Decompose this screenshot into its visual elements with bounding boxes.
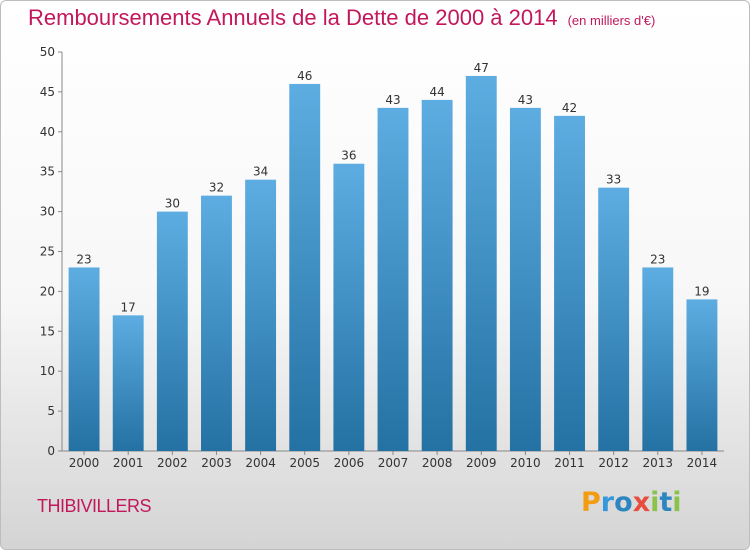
x-tick-label: 2014 (687, 456, 718, 470)
chart-unit: (en milliers d'€) (567, 13, 656, 28)
proxiti-logo[interactable]: Proxiti (581, 487, 682, 518)
y-tick-label: 40 (40, 125, 55, 139)
bar-2004 (245, 179, 277, 451)
y-tick-label: 5 (47, 404, 55, 418)
bar-value-label: 30 (165, 197, 180, 211)
y-tick-label: 30 (40, 205, 55, 219)
bar-2008 (421, 99, 453, 451)
bar-value-label: 19 (694, 284, 709, 298)
bar-value-label: 36 (341, 149, 356, 163)
x-tick-label: 2003 (201, 456, 232, 470)
bar-2001 (112, 315, 144, 451)
y-tick-label: 10 (40, 364, 55, 378)
bar-2000 (68, 267, 100, 451)
bar-2009 (465, 75, 497, 451)
bar-value-label: 46 (297, 69, 312, 83)
x-tick-label: 2007 (378, 456, 409, 470)
bar-value-label: 34 (253, 165, 268, 179)
commune-name: THIBIVILLERS (37, 496, 152, 516)
axes: 0 5 10 15 20 25 30 35 40 45 50 2000 2001 2002 2003 2004… (40, 45, 724, 470)
bar-value-label: 32 (209, 181, 224, 195)
bar-value-label: 17 (121, 300, 136, 314)
logo-letter: P (581, 487, 601, 518)
bar-value-label: 43 (385, 93, 400, 107)
y-tick-label: 35 (40, 165, 55, 179)
x-tick-label: 2000 (69, 456, 100, 470)
y-tick-label: 45 (40, 85, 55, 99)
bar-value-label: 43 (518, 93, 533, 107)
logo-letter: t (659, 487, 673, 518)
logo-letter: r (600, 487, 615, 518)
y-tick-label: 50 (40, 45, 55, 59)
chart-title: Remboursements Annuels de la Dette de 20… (28, 5, 655, 31)
x-tick-label: 2011 (554, 456, 585, 470)
bar-2003 (201, 195, 232, 451)
bar-2013 (642, 267, 674, 451)
x-tick-label: 2006 (334, 456, 365, 470)
x-tick-label: 2005 (289, 456, 320, 470)
bar-2005 (289, 83, 321, 452)
x-tick-label: 2010 (510, 456, 541, 470)
bar-2002 (156, 211, 188, 451)
x-tick-label: 2001 (113, 456, 144, 470)
x-tick-label: 2008 (422, 456, 453, 470)
logo-letter: i (650, 487, 660, 518)
bar-2014 (686, 299, 718, 451)
bar-2007 (377, 107, 409, 452)
x-tick-label: 2009 (466, 456, 497, 470)
bars: 23 17 30 32 34 46 36 43 44 47 43 42 33 23 19 (68, 61, 718, 452)
x-tick-label: 2004 (245, 456, 276, 470)
logo-letter: o (614, 487, 633, 518)
chart-title-text: Remboursements Annuels de la Dette de 20… (28, 5, 558, 30)
y-tick-label: 0 (47, 444, 55, 458)
bar-value-label: 23 (650, 252, 665, 266)
bar-value-label: 44 (429, 85, 444, 99)
x-tick-label: 2012 (598, 456, 629, 470)
y-tick-label: 15 (40, 324, 55, 338)
bar-2012 (598, 187, 630, 451)
bar-value-label: 23 (76, 252, 91, 266)
bar-2010 (509, 107, 541, 452)
bar-value-label: 47 (474, 61, 489, 75)
bar-2011 (554, 115, 585, 451)
bar-value-label: 33 (606, 173, 621, 187)
bar-value-label: 42 (562, 101, 577, 115)
bar-2006 (333, 163, 365, 451)
x-tick-label: 2013 (643, 456, 674, 470)
y-tick-label: 20 (40, 284, 55, 298)
y-tick-label: 25 (40, 245, 55, 259)
logo-letter: x (632, 487, 651, 518)
x-tick-label: 2002 (157, 456, 188, 470)
logo-letter: i (672, 487, 682, 518)
